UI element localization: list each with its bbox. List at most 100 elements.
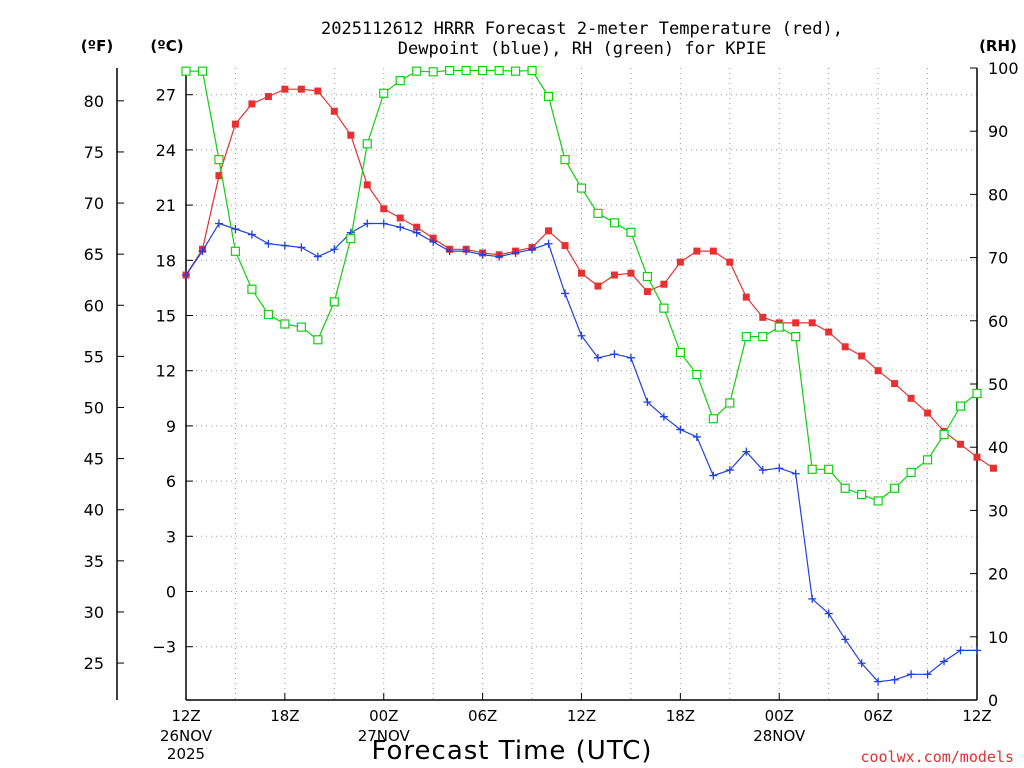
temperature-point: [759, 313, 767, 321]
dewpoint-point: [907, 670, 916, 679]
rh-point: [412, 66, 422, 76]
rh-tick-label: 20: [988, 565, 1008, 584]
rh-tick-label: 50: [988, 375, 1008, 394]
temperature-point: [825, 328, 833, 336]
temperature-point: [957, 440, 965, 448]
dewpoint-point: [264, 239, 273, 248]
rh-point: [955, 401, 966, 411]
rh-point: [280, 319, 290, 329]
series-layer: [181, 65, 997, 686]
tick-labels: 2724211815129630−38075706560555045403530…: [84, 59, 1019, 763]
rh-point: [230, 246, 241, 256]
dewpoint-point: [231, 225, 240, 234]
x-date-label: 2025: [167, 745, 205, 763]
dewpoint-point: [626, 353, 635, 362]
chart-title-line-1: 2025112612 HRRR Forecast 2-meter Tempera…: [321, 19, 843, 39]
dewpoint-point: [198, 247, 207, 256]
temperature-point: [314, 87, 322, 95]
rh-tick-label: 10: [988, 628, 1008, 647]
rh-point: [840, 483, 850, 493]
dewpoint-point: [692, 432, 701, 441]
rh-point: [395, 76, 405, 86]
x-date-label: 26NOV: [160, 727, 213, 745]
dewpoint-point: [940, 657, 949, 666]
x-tick-label: 00Z: [369, 707, 398, 725]
temperature-point: [297, 85, 305, 93]
series-line-temp: [185, 88, 994, 469]
temperature-point: [676, 258, 684, 266]
dewpoint-point: [313, 252, 322, 261]
celsius-tick-label: 9: [166, 417, 176, 436]
fahrenheit-tick-label: 35: [84, 552, 104, 571]
temperature-point: [248, 100, 256, 108]
temperature-point: [330, 107, 338, 115]
rh-point: [725, 398, 735, 408]
dewpoint-point: [643, 397, 652, 406]
dewpoint-point: [956, 646, 965, 655]
fahrenheit-tick-label: 55: [84, 347, 104, 366]
rh-point: [807, 464, 817, 474]
celsius-tick-label: 6: [166, 472, 176, 491]
dewpoint-point: [412, 228, 421, 237]
temperature-point: [792, 319, 800, 327]
dewpoint-point: [182, 271, 190, 280]
rh-point: [774, 322, 784, 332]
rh-point: [329, 297, 339, 307]
fahrenheit-tick-label: 30: [84, 603, 104, 622]
dewpoint-point: [379, 219, 388, 228]
rh-point: [857, 490, 867, 500]
dewpoint-point: [462, 247, 471, 256]
dewpoint-point: [396, 223, 405, 232]
dewpoint-point: [429, 237, 438, 246]
fahrenheit-tick-label: 70: [84, 194, 104, 213]
temperature-point: [709, 247, 717, 255]
x-tick-label: 12Z: [171, 707, 200, 725]
temperature-point: [281, 85, 289, 93]
series-line-dew: [185, 222, 977, 683]
celsius-tick-label: 27: [156, 86, 176, 105]
temperature-point: [413, 223, 421, 231]
fahrenheit-tick-label: 80: [84, 92, 104, 111]
rh-point: [873, 496, 883, 506]
credit-label: coolwx.com/models: [860, 748, 1014, 766]
rh-point: [181, 66, 191, 76]
dewpoint-point: [478, 250, 487, 259]
rh-point: [642, 271, 653, 282]
fahrenheit-tick-label: 25: [84, 654, 104, 673]
temperature-point: [545, 227, 553, 235]
temperature-point: [578, 269, 585, 277]
rh-point: [527, 65, 537, 76]
fahrenheit-tick-label: 50: [84, 399, 104, 418]
dewpoint-point: [280, 241, 289, 250]
rh-point: [247, 284, 257, 294]
celsius-unit-label: (ºC): [150, 37, 183, 55]
dewpoint-point: [659, 412, 668, 421]
temperature-point: [907, 394, 915, 402]
celsius-tick-label: −3: [152, 638, 176, 657]
rh-point: [659, 303, 669, 313]
rh-point: [939, 429, 949, 440]
rh-point: [593, 208, 603, 218]
dewpoint-point: [824, 609, 833, 618]
rh-point: [906, 467, 916, 478]
temperature-point: [660, 280, 668, 288]
rh-point: [214, 155, 224, 165]
fahrenheit-tick-label: 45: [84, 450, 104, 469]
rh-point: [197, 66, 208, 76]
rh-point: [346, 234, 356, 244]
dewpoint-point: [363, 219, 372, 228]
temperature-point: [841, 343, 849, 351]
rh-point: [296, 322, 306, 332]
rh-point: [445, 65, 455, 76]
rh-tick-label: 30: [988, 501, 1008, 520]
rh-point: [478, 65, 488, 76]
rh-tick-label: 100: [988, 59, 1019, 78]
celsius-tick-label: 21: [156, 196, 176, 215]
rh-point: [791, 332, 801, 342]
dewpoint-point: [808, 594, 817, 603]
celsius-tick-label: 24: [156, 141, 176, 160]
temperature-point: [363, 181, 371, 189]
temperature-point: [742, 293, 750, 301]
x-date-label: 28NOV: [753, 727, 806, 745]
temperature-point: [347, 131, 355, 139]
